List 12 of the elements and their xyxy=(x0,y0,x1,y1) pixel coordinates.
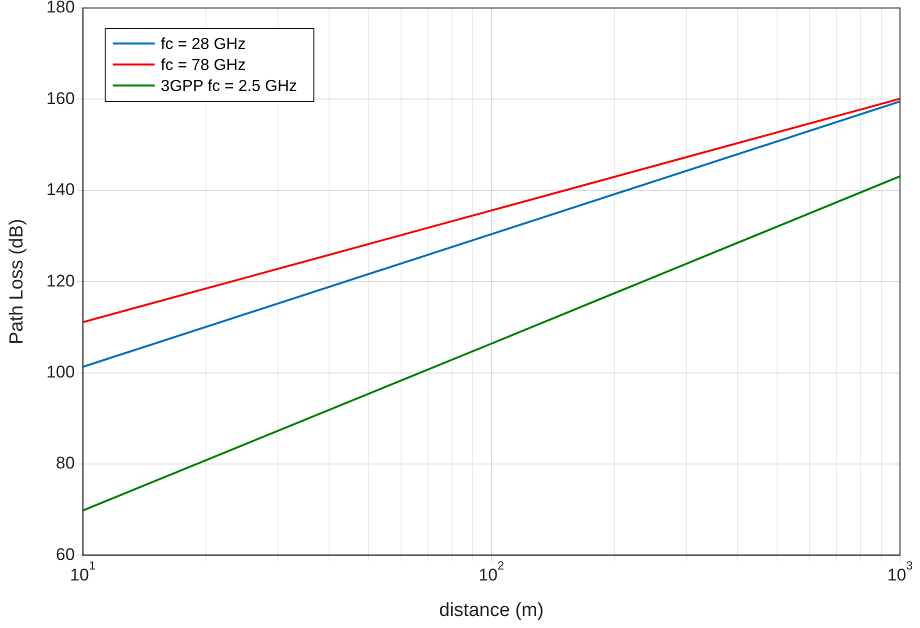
legend-label: fc = 28 GHz xyxy=(160,36,246,53)
y-tick-label: 160 xyxy=(46,88,75,108)
y-tick-label: 140 xyxy=(46,180,75,200)
y-tick-label: 80 xyxy=(56,454,75,473)
legend-label: 3GPP fc = 2.5 GHz xyxy=(160,78,298,95)
y-tick-label: 180 xyxy=(46,0,75,17)
y-tick-label: 100 xyxy=(46,362,75,382)
legend-label: fc = 78 GHz xyxy=(160,56,246,74)
x-axis-title: distance (m) xyxy=(439,600,544,621)
y-axis-title: Path Loss (dB) xyxy=(6,218,28,344)
y-tick-label: 60 xyxy=(56,544,75,564)
y-tick-label: 120 xyxy=(46,271,75,290)
